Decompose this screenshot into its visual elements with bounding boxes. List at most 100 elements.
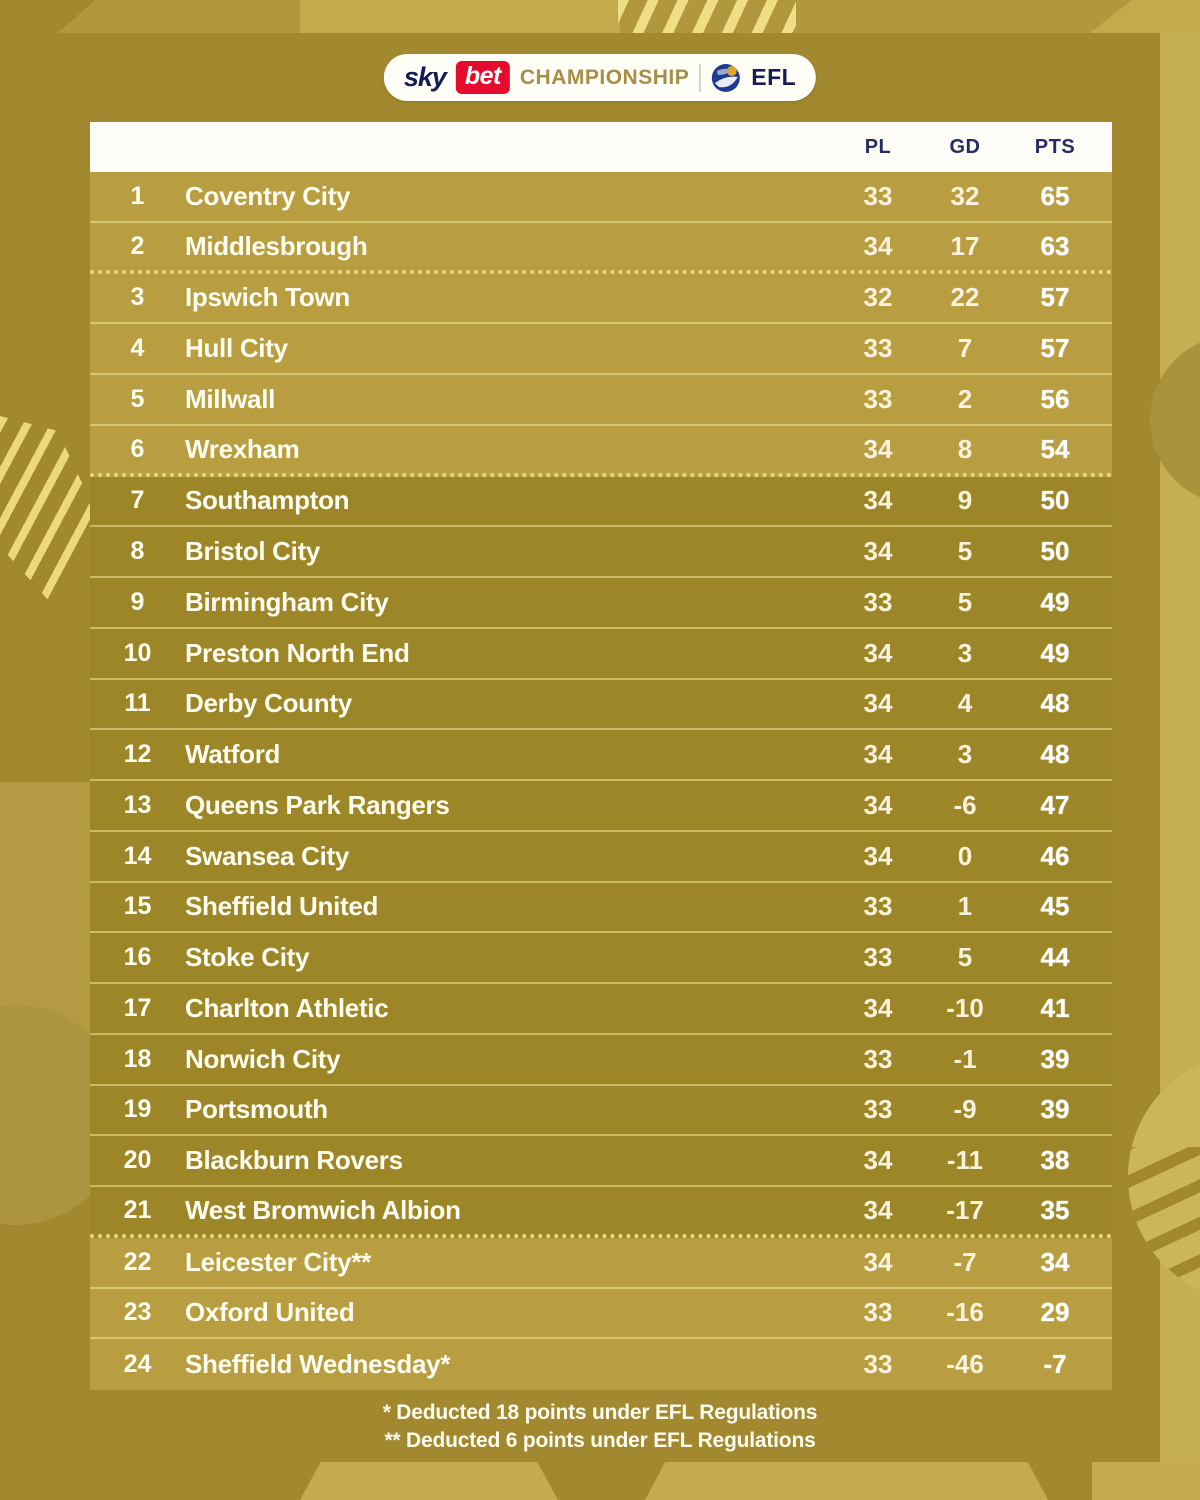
goal-difference: -46 [946,1349,984,1380]
points: 34 [1040,1246,1070,1277]
position: 11 [124,689,151,718]
footnote-line-2: ** Deducted 6 points under EFL Regulatio… [384,1429,816,1452]
team-name: Norwich City [185,1043,341,1074]
played: 34 [863,536,893,567]
table-row: 24 Sheffield Wednesday* 33 -46 -7 [90,1339,1112,1390]
top-left-corner-decoration [0,0,95,33]
goal-difference: -9 [953,1094,977,1125]
table-row: 11 Derby County 34 4 48 [90,679,1112,731]
goal-difference: 5 [957,586,973,617]
team-name: West Bromwich Albion [185,1194,461,1225]
points: 49 [1040,586,1070,617]
position: 18 [123,1044,152,1073]
footnote-line-1: * Deducted 18 points under EFL Regulatio… [382,1401,818,1424]
team-name: Ipswich Town [185,282,350,313]
table-row: 8 Bristol City 34 5 50 [90,527,1112,578]
goal-difference: -17 [946,1194,984,1225]
table-row: 5 Millwall 33 2 56 [90,375,1112,426]
points: 39 [1040,1043,1070,1074]
team-name: Birmingham City [185,586,389,617]
played: 33 [863,891,893,922]
position: 14 [123,841,152,870]
played: 34 [863,433,893,464]
played: 33 [863,942,893,973]
table-rows: 1 Coventry City 33 32 65 2 Middlesbrough… [90,172,1112,1390]
table-row: 16 Stoke City 33 5 44 [90,933,1112,984]
table-row: 14 Swansea City 34 0 46 [90,831,1112,883]
played: 34 [863,840,893,871]
played: 33 [863,1297,893,1328]
goal-difference: 2 [957,383,973,414]
goal-difference: 9 [957,485,973,516]
sky-logo: sky [403,62,447,92]
deduction-footnotes: * Deducted 18 points under EFL Regulatio… [0,1399,1200,1455]
team-name: Southampton [185,485,350,516]
position: 8 [130,537,145,566]
team-name: Middlesbrough [185,230,368,261]
team-name: Portsmouth [185,1094,328,1125]
table-row: 18 Norwich City 33 -1 39 [90,1034,1112,1086]
goal-difference: 32 [950,180,980,211]
position: 3 [130,283,145,312]
position: 24 [123,1350,152,1379]
position: 5 [130,384,145,413]
played: 32 [863,282,893,313]
header-goal-difference: GD [949,135,981,158]
played: 33 [863,1349,893,1380]
team-name: Hull City [185,333,288,364]
table-row: 3 Ipswich Town 32 22 57 [90,273,1112,325]
points: 57 [1040,333,1070,364]
points: 56 [1040,383,1070,414]
position: 4 [130,334,145,363]
efl-ball-icon [711,63,741,93]
position: 2 [130,231,145,260]
team-name: Derby County [185,688,352,719]
played: 34 [863,485,893,516]
bet-logo: bet [455,61,510,94]
points: 54 [1040,433,1070,464]
table-header: PL GD PTS [90,122,1112,172]
table-row: 21 West Bromwich Albion 34 -17 35 [90,1187,1112,1238]
points: 39 [1040,1094,1070,1125]
goal-difference: 8 [957,433,973,464]
goal-difference: 0 [957,840,973,871]
points: 45 [1040,891,1070,922]
efl-label: EFL [751,64,797,90]
played: 34 [863,739,893,770]
team-name: Queens Park Rangers [185,789,450,820]
goal-difference: 5 [957,942,973,973]
position: 19 [123,1095,152,1124]
position: 21 [123,1195,152,1224]
points: 63 [1040,230,1070,261]
right-circle-decoration [1150,335,1200,505]
points: 50 [1040,536,1070,567]
goal-difference: 4 [957,688,973,719]
played: 34 [863,992,893,1023]
position: 16 [123,943,152,972]
goal-difference: -10 [946,992,984,1023]
points: 48 [1040,739,1070,770]
table-row: 22 Leicester City** 34 -7 34 [90,1237,1112,1289]
team-name: Leicester City** [185,1246,371,1277]
table-row: 23 Oxford United 33 -16 29 [90,1288,1112,1340]
position: 23 [123,1298,152,1327]
league-table: PL GD PTS 1 Coventry City 33 32 65 2 Mid… [90,122,1112,1390]
points: 29 [1040,1297,1070,1328]
played: 33 [863,383,893,414]
table-row: 2 Middlesbrough 34 17 63 [90,222,1112,274]
position: 10 [123,638,152,667]
played: 33 [863,1043,893,1074]
points: 49 [1040,637,1070,668]
top-banner-highlight [300,0,620,33]
goal-difference: -6 [953,789,977,820]
position: 9 [130,587,145,616]
goal-difference: -1 [953,1043,977,1074]
team-name: Wrexham [185,433,300,464]
left-chevron-decoration [0,416,96,602]
table-row: 17 Charlton Athletic 34 -10 41 [90,984,1112,1035]
table-row: 13 Queens Park Rangers 34 -6 47 [90,781,1112,832]
position: 13 [123,790,152,819]
points: 57 [1040,282,1070,313]
right-ball-decoration [1128,1052,1200,1302]
goal-difference: 7 [957,333,973,364]
